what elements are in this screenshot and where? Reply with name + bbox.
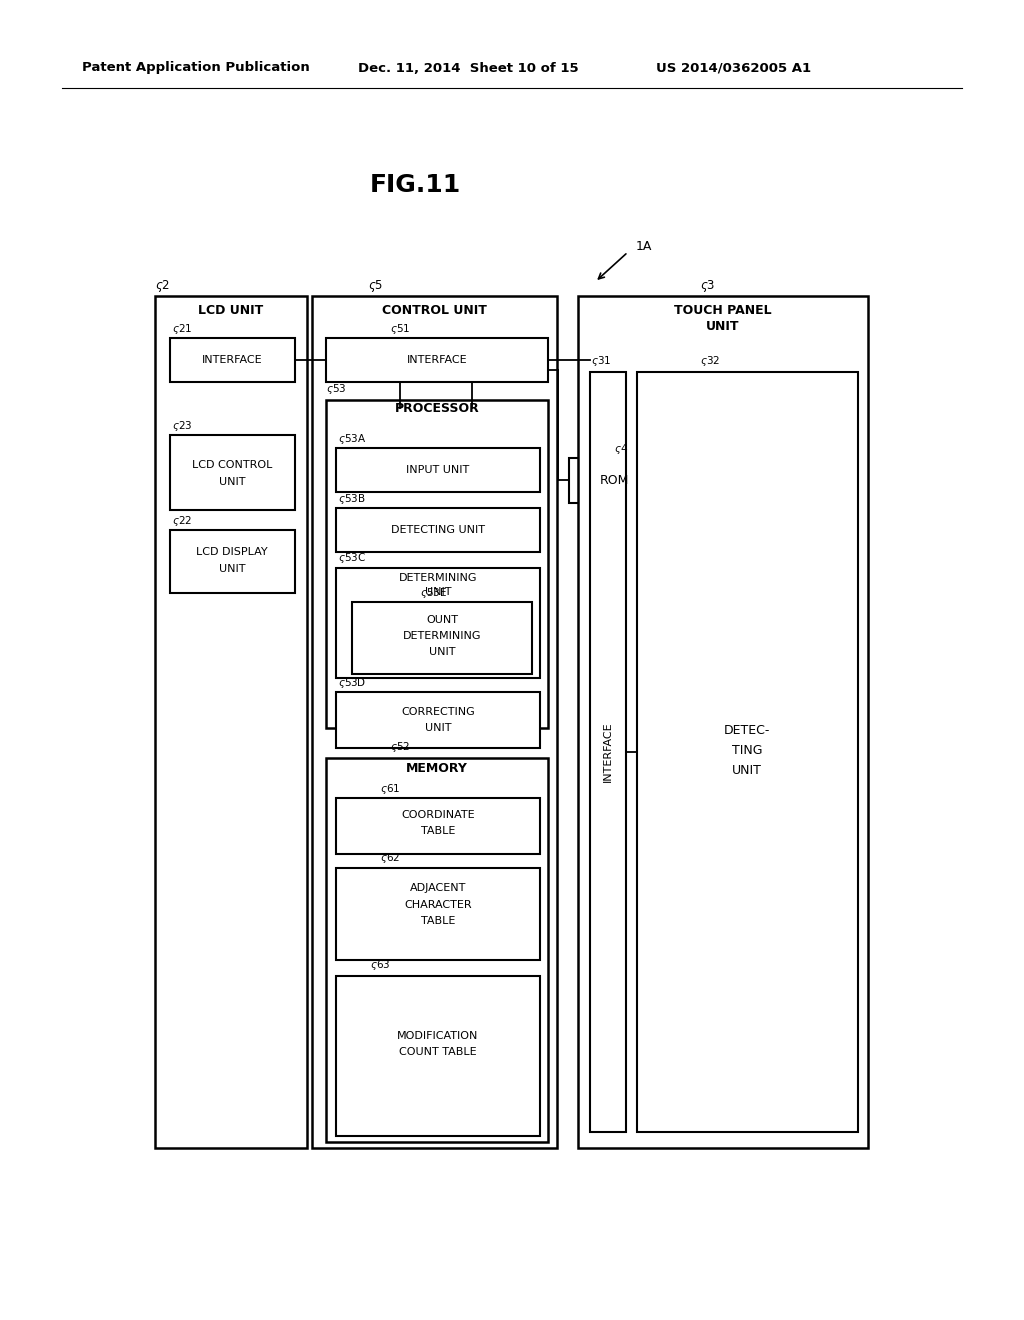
Bar — [336, 975, 540, 1137]
Text: $\varsigma$53A: $\varsigma$53A — [338, 432, 367, 446]
Text: COORDINATE: COORDINATE — [401, 810, 475, 820]
Text: DETEC-: DETEC- — [724, 723, 770, 737]
Text: DETERMINING: DETERMINING — [398, 573, 477, 583]
Bar — [170, 531, 295, 593]
Text: $\varsigma$3: $\varsigma$3 — [700, 279, 716, 294]
Text: UNIT: UNIT — [219, 564, 246, 574]
Text: MODIFICATION: MODIFICATION — [397, 1031, 478, 1041]
Bar — [336, 447, 540, 492]
Text: FIG.11: FIG.11 — [370, 173, 461, 197]
Text: $\varsigma$53D: $\varsigma$53D — [338, 676, 367, 690]
Text: TOUCH PANEL: TOUCH PANEL — [674, 304, 772, 317]
Text: $\varsigma$21: $\varsigma$21 — [172, 322, 193, 337]
Text: CONTROL UNIT: CONTROL UNIT — [382, 304, 486, 317]
Text: INTERFACE: INTERFACE — [603, 722, 613, 783]
Text: $\varsigma$51: $\varsigma$51 — [390, 322, 411, 337]
Text: $\varsigma$22: $\varsigma$22 — [172, 513, 193, 528]
Text: $\varsigma$62: $\varsigma$62 — [380, 851, 400, 865]
Bar — [569, 458, 660, 503]
Text: TABLE: TABLE — [421, 916, 456, 927]
Text: UNIT: UNIT — [219, 477, 246, 487]
Text: $\varsigma$52: $\varsigma$52 — [390, 741, 411, 754]
Text: INPUT UNIT: INPUT UNIT — [407, 465, 470, 475]
Text: UNIT: UNIT — [429, 647, 456, 657]
Text: UNIT: UNIT — [732, 763, 762, 776]
Text: UNIT: UNIT — [425, 587, 452, 597]
Text: $\varsigma$4: $\varsigma$4 — [614, 442, 628, 455]
Text: $\varsigma$53E: $\varsigma$53E — [420, 586, 447, 601]
Text: US 2014/0362005 A1: US 2014/0362005 A1 — [656, 62, 811, 74]
Bar — [155, 296, 307, 1148]
Text: 1A: 1A — [636, 240, 652, 253]
Text: $\varsigma$61: $\varsigma$61 — [380, 781, 400, 796]
Text: $\varsigma$5: $\varsigma$5 — [368, 279, 383, 294]
Bar — [312, 296, 557, 1148]
Text: TABLE: TABLE — [421, 826, 456, 836]
Text: ROM: ROM — [599, 474, 629, 487]
Text: LCD CONTROL: LCD CONTROL — [191, 459, 272, 470]
Text: INTERFACE: INTERFACE — [202, 355, 262, 366]
Text: MEMORY: MEMORY — [407, 762, 468, 775]
Text: Patent Application Publication: Patent Application Publication — [82, 62, 309, 74]
Text: CORRECTING: CORRECTING — [401, 708, 475, 717]
Text: PROCESSOR: PROCESSOR — [394, 401, 479, 414]
Bar — [352, 602, 532, 675]
Text: $\varsigma$31: $\varsigma$31 — [591, 354, 611, 368]
Text: DETECTING UNIT: DETECTING UNIT — [391, 525, 485, 535]
Text: LCD UNIT: LCD UNIT — [199, 304, 263, 317]
Text: INTERFACE: INTERFACE — [407, 355, 467, 366]
Bar — [170, 436, 295, 510]
Text: $\varsigma$63: $\varsigma$63 — [370, 958, 390, 972]
Text: $\varsigma$53B: $\varsigma$53B — [338, 492, 366, 506]
Text: Dec. 11, 2014  Sheet 10 of 15: Dec. 11, 2014 Sheet 10 of 15 — [358, 62, 579, 74]
Text: UNIT: UNIT — [425, 723, 452, 733]
Text: LCD DISPLAY: LCD DISPLAY — [197, 546, 268, 557]
Text: DETERMINING: DETERMINING — [402, 631, 481, 642]
Text: $\varsigma$53C: $\varsigma$53C — [338, 550, 366, 565]
Bar — [336, 508, 540, 552]
Text: OUNT: OUNT — [426, 615, 458, 624]
Bar — [336, 568, 540, 678]
Bar — [326, 338, 548, 381]
Bar — [590, 372, 626, 1133]
Bar — [326, 758, 548, 1142]
Text: ADJACENT: ADJACENT — [410, 883, 466, 894]
Text: UNIT: UNIT — [707, 319, 739, 333]
Text: $\varsigma$32: $\varsigma$32 — [700, 354, 720, 368]
Bar — [326, 400, 548, 729]
Text: CHARACTER: CHARACTER — [404, 900, 472, 909]
Bar — [336, 692, 540, 748]
Text: $\varsigma$2: $\varsigma$2 — [155, 279, 170, 294]
Bar — [578, 296, 868, 1148]
Bar — [336, 799, 540, 854]
Text: TING: TING — [732, 743, 762, 756]
Bar — [637, 372, 858, 1133]
Text: COUNT TABLE: COUNT TABLE — [399, 1047, 477, 1057]
Bar — [170, 338, 295, 381]
Text: $\varsigma$23: $\varsigma$23 — [172, 418, 193, 433]
Text: $\varsigma$53: $\varsigma$53 — [326, 381, 346, 396]
Bar — [336, 869, 540, 960]
